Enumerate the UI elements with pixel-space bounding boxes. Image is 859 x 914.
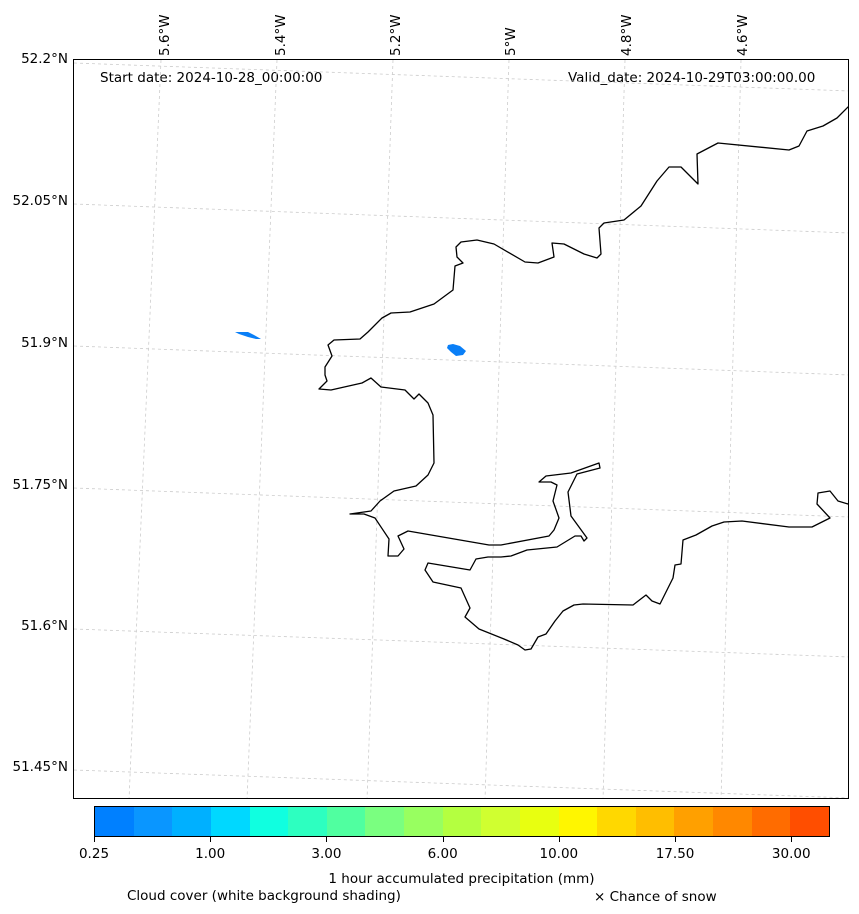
lat-label-51.6n: 51.6°N bbox=[21, 618, 68, 634]
meridian-5w bbox=[484, 60, 510, 798]
colorbar-segment bbox=[558, 807, 598, 836]
colorbar-segment bbox=[210, 807, 250, 836]
start-date-label: Start date: 2024-10-28_00:00:00 bbox=[100, 70, 323, 86]
parallel-51.45n bbox=[74, 769, 848, 798]
parallel-51.6n bbox=[74, 628, 848, 658]
lon-label-4.6w: 4.6°W bbox=[735, 14, 751, 56]
precip-patch-2 bbox=[447, 344, 466, 356]
meridian-5.4w bbox=[246, 60, 278, 798]
colorbar-tickmark bbox=[675, 837, 677, 842]
colorbar-tick-label: 1.00 bbox=[195, 846, 226, 862]
colorbar-tick-label: 17.50 bbox=[655, 846, 695, 862]
colorbar-segment bbox=[790, 807, 829, 836]
colorbar-segment bbox=[713, 807, 752, 836]
colorbar-segment bbox=[442, 807, 482, 836]
colorbar-tickmark bbox=[94, 837, 95, 842]
lon-label-5.6w: 5.6°W bbox=[157, 14, 173, 56]
colorbar-segment bbox=[519, 807, 559, 836]
colorbar-segment bbox=[288, 807, 327, 836]
parallel-51.75n bbox=[74, 487, 848, 518]
colorbar-tickmark bbox=[442, 837, 444, 842]
meridian-5.6w bbox=[128, 60, 162, 798]
gridlines bbox=[74, 60, 848, 798]
colorbar-tick-label: 10.00 bbox=[539, 846, 579, 862]
colorbar-tick-label: 3.00 bbox=[311, 846, 342, 862]
colorbar-tick-label: 30.00 bbox=[771, 846, 811, 862]
lat-label-52.2n: 52.2°N bbox=[21, 51, 68, 67]
parallel-52.05n bbox=[74, 203, 848, 234]
colorbar-segment bbox=[481, 807, 520, 836]
colorbar-segment bbox=[172, 807, 211, 836]
colorbar-label: 1 hour accumulated precipitation (mm) bbox=[328, 871, 595, 887]
precip-layer bbox=[235, 332, 466, 356]
colorbar-segment bbox=[133, 807, 173, 836]
colorbar-tickmark bbox=[791, 837, 793, 842]
colorbar-tick-label: 6.00 bbox=[427, 846, 458, 862]
colorbar-segment bbox=[404, 807, 443, 836]
snow-note: × Chance of snow bbox=[594, 889, 717, 905]
colorbar-segment bbox=[597, 807, 636, 836]
colorbar-segment bbox=[674, 807, 713, 836]
lon-label-5w: 5°W bbox=[503, 27, 519, 56]
lon-label-5.4w: 5.4°W bbox=[273, 14, 289, 56]
colorbar-tickmark bbox=[210, 837, 212, 842]
colorbar-segment bbox=[635, 807, 675, 836]
colorbar-tickmark bbox=[558, 837, 560, 842]
colorbar-segment bbox=[249, 807, 289, 836]
lon-label-4.8w: 4.8°W bbox=[619, 14, 635, 56]
colorbar-segment bbox=[365, 807, 404, 836]
lat-label-51.75n: 51.75°N bbox=[12, 477, 69, 493]
valid-date-label: Valid_date: 2024-10-29T03:00:00.00 bbox=[568, 70, 816, 86]
colorbar-tick-label: 0.25 bbox=[78, 846, 110, 862]
meridian-5.2w bbox=[366, 60, 394, 798]
precip-patch-1 bbox=[235, 332, 261, 339]
meridian-4.6w bbox=[720, 60, 742, 798]
parallel-52.2n bbox=[74, 62, 848, 92]
map-panel[interactable] bbox=[73, 59, 849, 799]
lat-label-51.9n: 51.9°N bbox=[21, 335, 68, 351]
map-canvas bbox=[74, 60, 848, 798]
coastline-north bbox=[318, 106, 848, 651]
colorbar-segment bbox=[751, 807, 791, 836]
lat-label-52.05n: 52.05°N bbox=[12, 193, 69, 209]
cloud-cover-note: Cloud cover (white background shading) bbox=[127, 888, 401, 904]
colorbar bbox=[94, 806, 830, 837]
meridian-4.8w bbox=[602, 60, 626, 798]
lat-label-51.45n: 51.45°N bbox=[12, 759, 69, 775]
coastline bbox=[318, 106, 848, 651]
colorbar-segment bbox=[95, 807, 134, 836]
lon-label-5.2w: 5.2°W bbox=[388, 14, 404, 56]
colorbar-tickmark bbox=[326, 837, 328, 842]
colorbar-segment bbox=[326, 807, 366, 836]
